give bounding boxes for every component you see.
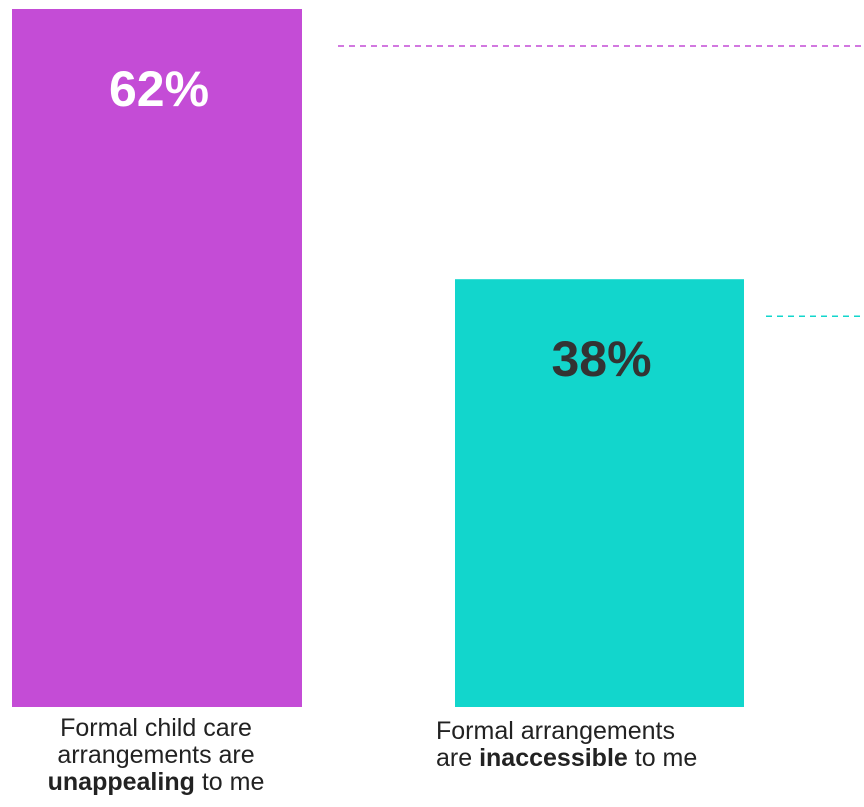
category-label-text: Formal arrangements [436, 717, 675, 745]
category-label-emphasis: unappealing [47, 768, 195, 796]
category-label-line: unappealing to me [0, 769, 312, 796]
category-label-text: Formal child care [60, 714, 252, 742]
bar-value-label-0: 62% [109, 61, 209, 117]
category-label-text: arrangements are [57, 741, 255, 769]
category-label-line: Formal arrangements [436, 718, 796, 745]
category-label-line: arrangements are [0, 742, 312, 769]
category-label-line: Formal child care [0, 715, 312, 742]
category-label-emphasis: inaccessible [479, 744, 628, 772]
bar-value-label-1: 38% [551, 331, 651, 387]
bar-1 [455, 279, 744, 707]
bar-0 [12, 9, 302, 707]
category-label-inaccessible: Formal arrangements are inaccessible to m… [436, 718, 796, 772]
category-label-text: to me [627, 744, 698, 772]
category-label-unappealing: Formal child care arrangements are unappea… [0, 715, 312, 796]
category-label-text: are [436, 744, 480, 772]
category-label-text: to me [194, 768, 265, 796]
category-label-line: are inaccessible to me [436, 745, 796, 772]
